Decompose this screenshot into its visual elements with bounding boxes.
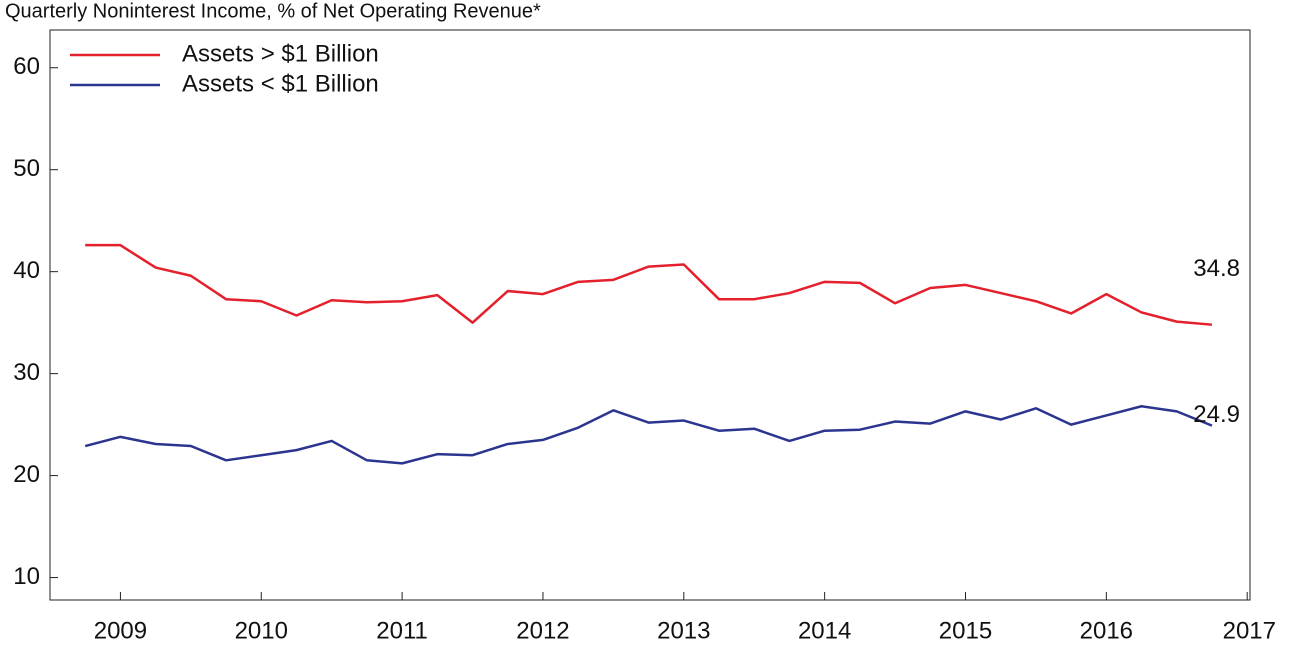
- x-tick-label: 2009: [94, 617, 147, 644]
- plot-frame: [49, 29, 1251, 601]
- chart-title: Quarterly Noninterest Income, % of Net O…: [5, 0, 541, 22]
- y-tick-label: 60: [13, 53, 40, 80]
- legend-label: Assets < $1 Billion: [182, 70, 379, 97]
- x-tick-label: 2013: [657, 617, 710, 644]
- x-tick-label: 2014: [798, 617, 851, 644]
- line-series: [85, 243, 1213, 326]
- y-tick-label: 40: [13, 257, 40, 284]
- x-tick-label: 2012: [516, 617, 569, 644]
- y-tick-label: 30: [13, 359, 40, 386]
- y-tick-label: 10: [13, 563, 40, 590]
- legend-label: Assets > $1 Billion: [182, 40, 379, 67]
- y-tick-label: 50: [13, 155, 40, 182]
- x-tick-label: 2017: [1223, 617, 1276, 644]
- line-series: [84, 405, 1213, 465]
- y-tick-label: 20: [13, 461, 40, 488]
- end-label: 24.9: [1193, 401, 1240, 428]
- end-label: 34.8: [1193, 255, 1240, 282]
- x-tick-label: 2015: [939, 617, 992, 644]
- x-tick-label: 2010: [235, 617, 288, 644]
- x-tick-label: 2016: [1080, 617, 1133, 644]
- x-tick-label: 2011: [376, 617, 428, 644]
